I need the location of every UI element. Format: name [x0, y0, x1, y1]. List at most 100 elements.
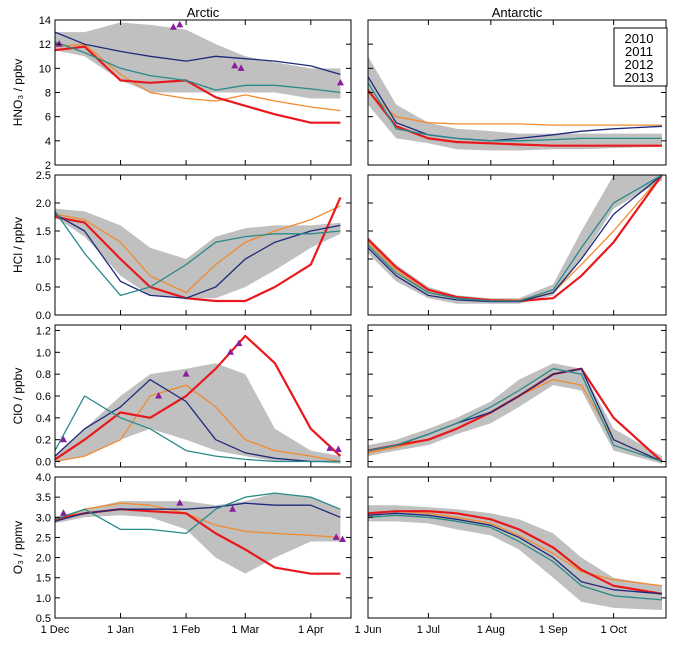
envelope-band [368, 505, 662, 610]
y-tick-label: 2.0 [36, 198, 51, 210]
marker-3 [332, 533, 340, 540]
marker-4 [237, 64, 245, 71]
series-line-2010 [54, 43, 341, 112]
series-line-2012 [367, 76, 663, 142]
marker-1 [169, 23, 177, 30]
series-line-2011 [54, 334, 342, 461]
panel-frame [54, 476, 352, 619]
envelope-band [55, 22, 341, 99]
x-tick-label: 1 Dec [41, 624, 70, 636]
marker-3 [231, 61, 239, 69]
legend-label-2010: 2010 [625, 31, 654, 46]
x-tick-label: 1 Mar [231, 624, 259, 636]
series-line-2013 [367, 174, 663, 302]
x-tick-label: 1 Feb [172, 624, 200, 636]
panel-frame [54, 174, 352, 316]
envelope-band [368, 175, 662, 304]
legend-box [613, 27, 668, 87]
panel-0: 2 4 6 8 10 12 14 HNO₃ / ppbv [11, 15, 352, 172]
series-line-2013 [367, 514, 663, 601]
y-axis-label: HCl / ppbv [11, 217, 25, 273]
marker-3 [226, 348, 234, 355]
marker-2 [182, 370, 190, 377]
y-tick-label: 1.5 [36, 573, 51, 585]
series-line-2012 [54, 213, 341, 299]
y-tick-label: 0.0 [36, 310, 51, 322]
y-tick-label: 1.0 [36, 593, 51, 605]
envelope-band [368, 56, 662, 151]
series-line-2011 [367, 510, 663, 595]
panel-4: 0.0 0.2 0.4 0.6 0.8 1.0 1.2 ClO / ppbv [11, 324, 352, 469]
marker-2 [176, 20, 184, 28]
legend-label-2011: 2011 [625, 44, 653, 59]
y-tick-label: 0.4 [36, 413, 51, 425]
panel-3 [367, 174, 667, 316]
y-tick-label: 2 [45, 160, 51, 172]
series-line-2012 [54, 31, 341, 76]
marker-0 [59, 509, 67, 516]
series-line-2012 [54, 378, 341, 463]
series-line-2011 [54, 45, 341, 124]
envelope-band [55, 493, 341, 574]
y-tick-label: 0.2 [36, 435, 51, 447]
series-line-2012 [54, 502, 341, 522]
marker-5 [336, 78, 344, 86]
series-line-2010 [54, 384, 341, 463]
y-tick-label: 4.0 [36, 472, 51, 484]
series-line-2011 [54, 196, 342, 303]
y-tick-label: 4 [45, 136, 51, 148]
envelope-band [368, 363, 662, 464]
series-line-2013 [367, 368, 663, 463]
x-tick-label: 1 Jul [417, 624, 440, 636]
legend-label-2012: 2012 [625, 57, 654, 72]
y-axis-label: HNO₃ / ppbv [11, 59, 25, 127]
y-tick-label: 2.5 [36, 532, 51, 544]
y-tick-label: 14 [39, 15, 51, 27]
series-line-2013 [54, 211, 341, 297]
y-tick-label: 1.2 [36, 325, 51, 337]
y-tick-label: 6 [45, 112, 51, 124]
y-tick-label: 10 [39, 63, 51, 75]
marker-1 [176, 499, 184, 506]
envelope-band [55, 208, 341, 299]
series-line-2010 [367, 92, 662, 126]
x-tick-label: 1 Oct [601, 624, 627, 636]
x-tick-label: 1 Aug [477, 624, 505, 636]
panel-2: 0.0 0.5 1.0 1.5 2.0 2.5 HCl / ppbv [11, 170, 352, 322]
x-tick-label: 1 Sep [539, 624, 568, 636]
marker-5 [326, 444, 334, 451]
y-tick-label: 0.8 [36, 369, 51, 381]
envelope-band [55, 363, 341, 464]
y-tick-label: 1.0 [36, 254, 51, 266]
x-tick-label: 1 Apr [298, 624, 324, 636]
y-axis-label: O₃ / ppmv [11, 521, 25, 575]
panel-5 [367, 324, 667, 468]
series-line-2013 [367, 82, 662, 142]
series-line-2013 [54, 41, 341, 94]
y-tick-label: 3.0 [36, 512, 51, 524]
y-tick-label: 1.0 [36, 347, 51, 359]
legend: 2010 2011 2012 2013 [613, 27, 668, 87]
y-tick-label: 0.6 [36, 391, 51, 403]
marker-6 [334, 445, 342, 453]
marker-2 [229, 505, 237, 512]
marker-1 [155, 392, 163, 399]
y-tick-label: 2.5 [36, 170, 51, 182]
column-title-arctic: Arctic [187, 5, 220, 20]
marker-4 [235, 339, 243, 347]
y-tick-label: 0.5 [36, 282, 51, 294]
panel-7: 1 Jun 1 Jul 1 Aug 1 Sep 1 Oct [355, 476, 667, 636]
series-line-2013 [54, 395, 341, 463]
panel-frame [367, 476, 667, 619]
series-line-2013 [54, 492, 341, 535]
panel-1 [367, 19, 667, 166]
y-tick-label: 1.5 [36, 226, 51, 238]
series-line-2012 [367, 512, 663, 595]
marker-0 [55, 40, 63, 47]
y-tick-label: 0.5 [36, 613, 51, 625]
x-tick-label: 1 Jun [355, 624, 382, 636]
marker-0 [59, 435, 67, 443]
y-tick-label: 2.0 [36, 553, 51, 565]
y-tick-label: 8 [45, 88, 51, 100]
